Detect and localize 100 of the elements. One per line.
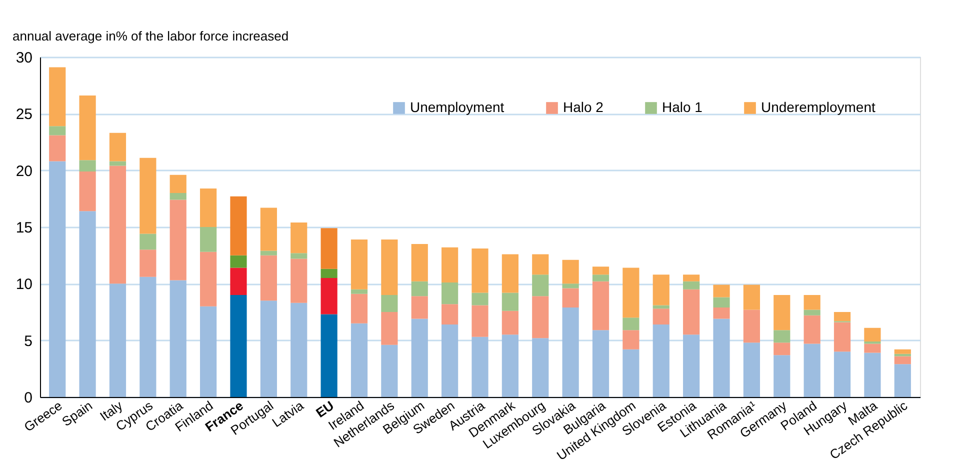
bar xyxy=(230,196,247,256)
bar xyxy=(230,255,247,268)
bar xyxy=(49,161,66,397)
bar xyxy=(140,250,156,277)
bar xyxy=(260,250,277,256)
bar xyxy=(683,274,700,282)
bar xyxy=(502,254,518,293)
bar xyxy=(894,364,911,397)
bar xyxy=(834,322,851,352)
bar xyxy=(170,174,186,193)
y-tick-label: 30 xyxy=(16,50,32,66)
bar xyxy=(592,330,610,397)
bar xyxy=(713,297,730,308)
bar xyxy=(774,330,790,343)
bar xyxy=(562,284,579,288)
bar xyxy=(411,281,428,296)
bar xyxy=(622,268,640,318)
bar xyxy=(230,295,247,397)
y-tick-label: 15 xyxy=(16,220,32,236)
bar xyxy=(411,244,428,282)
bar xyxy=(743,342,760,397)
bar xyxy=(713,318,730,397)
bar xyxy=(170,280,186,397)
bar xyxy=(472,305,488,337)
bar xyxy=(622,330,640,350)
bar xyxy=(109,132,126,162)
bar xyxy=(350,323,368,397)
bar xyxy=(683,289,700,335)
bar xyxy=(320,268,338,278)
bar xyxy=(743,284,760,310)
bar xyxy=(381,312,398,345)
bar xyxy=(320,228,338,269)
bar xyxy=(170,200,186,280)
bar xyxy=(140,158,156,234)
bar xyxy=(622,318,640,330)
bar xyxy=(411,296,428,319)
bar xyxy=(260,300,277,397)
y-tick-label: 0 xyxy=(24,390,32,406)
bar xyxy=(804,315,820,344)
bar xyxy=(109,166,126,284)
bar xyxy=(170,193,186,200)
bar xyxy=(683,334,700,397)
legend-label: Unemployment xyxy=(410,99,504,115)
bar xyxy=(864,344,881,353)
bar xyxy=(592,266,610,275)
bar xyxy=(140,276,156,397)
bar xyxy=(472,292,488,306)
bar xyxy=(894,349,911,354)
bar xyxy=(774,295,790,330)
bar xyxy=(49,126,66,136)
legend-label: Halo 1 xyxy=(662,99,703,115)
bar xyxy=(864,352,881,397)
bar xyxy=(200,306,217,397)
bar xyxy=(49,135,66,162)
bar xyxy=(562,307,579,397)
y-tick-label: 25 xyxy=(16,106,32,124)
bar xyxy=(200,188,217,227)
bar xyxy=(713,284,730,298)
bar xyxy=(743,310,760,343)
bar xyxy=(79,171,96,212)
bar xyxy=(381,295,398,312)
bar xyxy=(472,248,488,293)
bar xyxy=(260,208,277,251)
bar xyxy=(502,310,518,335)
legend-label: Halo 2 xyxy=(563,99,604,115)
bar xyxy=(290,253,308,259)
y-tick-label: 5 xyxy=(24,332,32,350)
y-tick-label: 10 xyxy=(16,276,32,294)
bar xyxy=(502,292,518,311)
bar xyxy=(230,268,247,295)
bar xyxy=(804,295,820,310)
legend-label: Underemployment xyxy=(761,99,876,115)
bar xyxy=(79,96,96,160)
bar xyxy=(774,342,790,356)
bar xyxy=(200,252,217,306)
bar xyxy=(774,355,790,397)
bar xyxy=(864,341,881,344)
bar xyxy=(532,296,549,338)
bar xyxy=(834,312,851,322)
bar xyxy=(381,344,398,397)
bar xyxy=(411,318,428,397)
bar xyxy=(290,258,308,303)
bar xyxy=(652,308,670,324)
bar xyxy=(442,324,458,397)
bar xyxy=(592,274,610,282)
bar xyxy=(894,356,911,364)
bar xyxy=(350,289,368,294)
bar xyxy=(472,336,488,397)
bar xyxy=(502,334,518,397)
bar xyxy=(683,281,700,290)
bar xyxy=(350,239,368,290)
bar xyxy=(442,304,458,324)
bar xyxy=(140,234,156,250)
bar xyxy=(320,278,338,314)
bar xyxy=(804,344,820,397)
bar xyxy=(290,302,308,397)
bar xyxy=(381,239,398,295)
bar xyxy=(652,324,670,397)
bar xyxy=(49,67,66,126)
bar xyxy=(713,307,730,319)
